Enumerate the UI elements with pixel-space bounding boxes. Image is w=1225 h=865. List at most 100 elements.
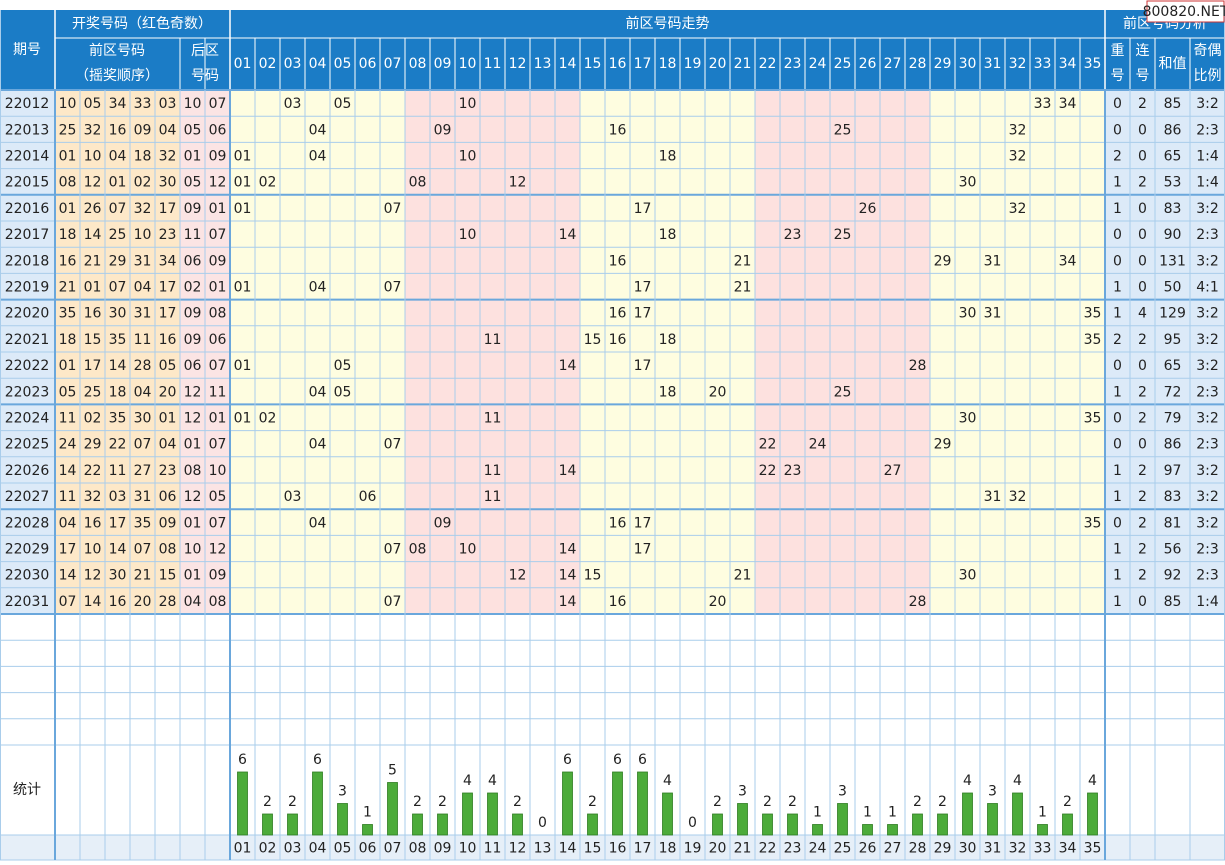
consecutive-count: 0 [1138, 253, 1147, 269]
consecutive-count: 2 [1138, 175, 1147, 191]
trend-number: 26 [859, 201, 877, 217]
back-number: 10 [184, 542, 202, 558]
trend-number: 04 [309, 515, 327, 531]
count-label: 6 [613, 752, 622, 768]
period: 22020 [5, 306, 50, 322]
trend-number: 35 [1084, 515, 1102, 531]
parity-ratio: 3:2 [1196, 463, 1219, 479]
trend-number: 01 [234, 411, 252, 427]
trend-number: 14 [559, 542, 577, 558]
sum-value: 129 [1159, 306, 1186, 322]
front-number: 06 [159, 489, 177, 505]
period: 22023 [5, 384, 50, 400]
count-label: 2 [413, 794, 422, 810]
front-number: 20 [159, 384, 177, 400]
column-header: 05 [334, 56, 352, 72]
front-number: 21 [84, 253, 102, 269]
column-header: 26 [859, 56, 877, 72]
back-number: 08 [209, 306, 227, 322]
back-number: 06 [184, 358, 202, 374]
trend-number: 33 [1034, 96, 1052, 112]
count-bar [437, 813, 448, 836]
trend-number: 05 [334, 358, 352, 374]
front-number: 25 [84, 384, 102, 400]
trend-number: 35 [1084, 411, 1102, 427]
sum-value: 85 [1164, 594, 1182, 610]
column-header: 01 [234, 56, 252, 72]
trend-number: 10 [459, 96, 477, 112]
trend-number: 14 [559, 227, 577, 243]
sum-value: 53 [1164, 175, 1182, 191]
front-number: 32 [84, 489, 102, 505]
parity-ratio: 1:4 [1196, 175, 1219, 191]
count-label: 3 [338, 784, 347, 800]
column-header: 03 [284, 56, 302, 72]
back-number: 09 [209, 253, 227, 269]
column-footer: 34 [1059, 841, 1077, 857]
sum-value: 86 [1164, 122, 1182, 138]
front-number: 34 [109, 96, 127, 112]
count-bar [237, 771, 248, 836]
column-footer: 14 [559, 841, 577, 857]
column-header: 07 [384, 56, 402, 72]
front-number: 32 [134, 201, 152, 217]
front-number: 29 [84, 437, 102, 453]
count-label: 3 [838, 784, 847, 800]
trend-number: 24 [809, 437, 827, 453]
front-number: 16 [84, 515, 102, 531]
parity-ratio: 2:3 [1196, 227, 1219, 243]
trend-number: 34 [1059, 253, 1077, 269]
sum-value: 65 [1164, 149, 1182, 165]
trend-number: 18 [659, 227, 677, 243]
parity-ratio: 2:3 [1196, 437, 1219, 453]
column-header: 12 [509, 56, 527, 72]
column-header: 33 [1034, 56, 1052, 72]
front-number: 01 [159, 411, 177, 427]
count-bar [487, 792, 498, 836]
front-number: 16 [109, 122, 127, 138]
back-number: 05 [184, 175, 202, 191]
repeat-count: 1 [1113, 201, 1122, 217]
trend-number: 04 [309, 122, 327, 138]
back-number: 10 [184, 96, 202, 112]
count-bar [1062, 813, 1073, 836]
sum-value: 86 [1164, 437, 1182, 453]
consecutive-count: 0 [1138, 149, 1147, 165]
repeat-count: 2 [1113, 149, 1122, 165]
front-number: 01 [59, 358, 77, 374]
trend-number: 16 [609, 515, 627, 531]
period: 22015 [5, 175, 50, 191]
back-number: 06 [209, 122, 227, 138]
count-label: 6 [638, 752, 647, 768]
back-number: 07 [209, 515, 227, 531]
front-number: 10 [84, 149, 102, 165]
back-number: 12 [209, 542, 227, 558]
count-label: 2 [1063, 794, 1072, 810]
trend-number: 09 [434, 515, 452, 531]
front-number: 20 [134, 594, 152, 610]
trend-number: 09 [434, 122, 452, 138]
trend-number: 17 [634, 201, 652, 217]
trend-number: 32 [1009, 122, 1027, 138]
back-number: 01 [184, 515, 202, 531]
front-number: 07 [109, 201, 127, 217]
sum-value: 65 [1164, 358, 1182, 374]
trend-number: 35 [1084, 306, 1102, 322]
trend-number: 21 [734, 280, 752, 296]
front-number: 28 [134, 358, 152, 374]
sum-value: 50 [1164, 280, 1182, 296]
trend-number: 20 [709, 384, 727, 400]
count-bar [287, 813, 298, 836]
front-number: 17 [159, 306, 177, 322]
count-label: 2 [513, 794, 522, 810]
trend-number: 25 [834, 227, 852, 243]
front-number: 34 [159, 253, 177, 269]
trend-number: 18 [659, 332, 677, 348]
column-footer: 32 [1009, 841, 1027, 857]
count-label: 2 [763, 794, 772, 810]
consecutive-count: 0 [1138, 227, 1147, 243]
repeat-count: 0 [1113, 253, 1122, 269]
trend-number: 23 [784, 463, 802, 479]
